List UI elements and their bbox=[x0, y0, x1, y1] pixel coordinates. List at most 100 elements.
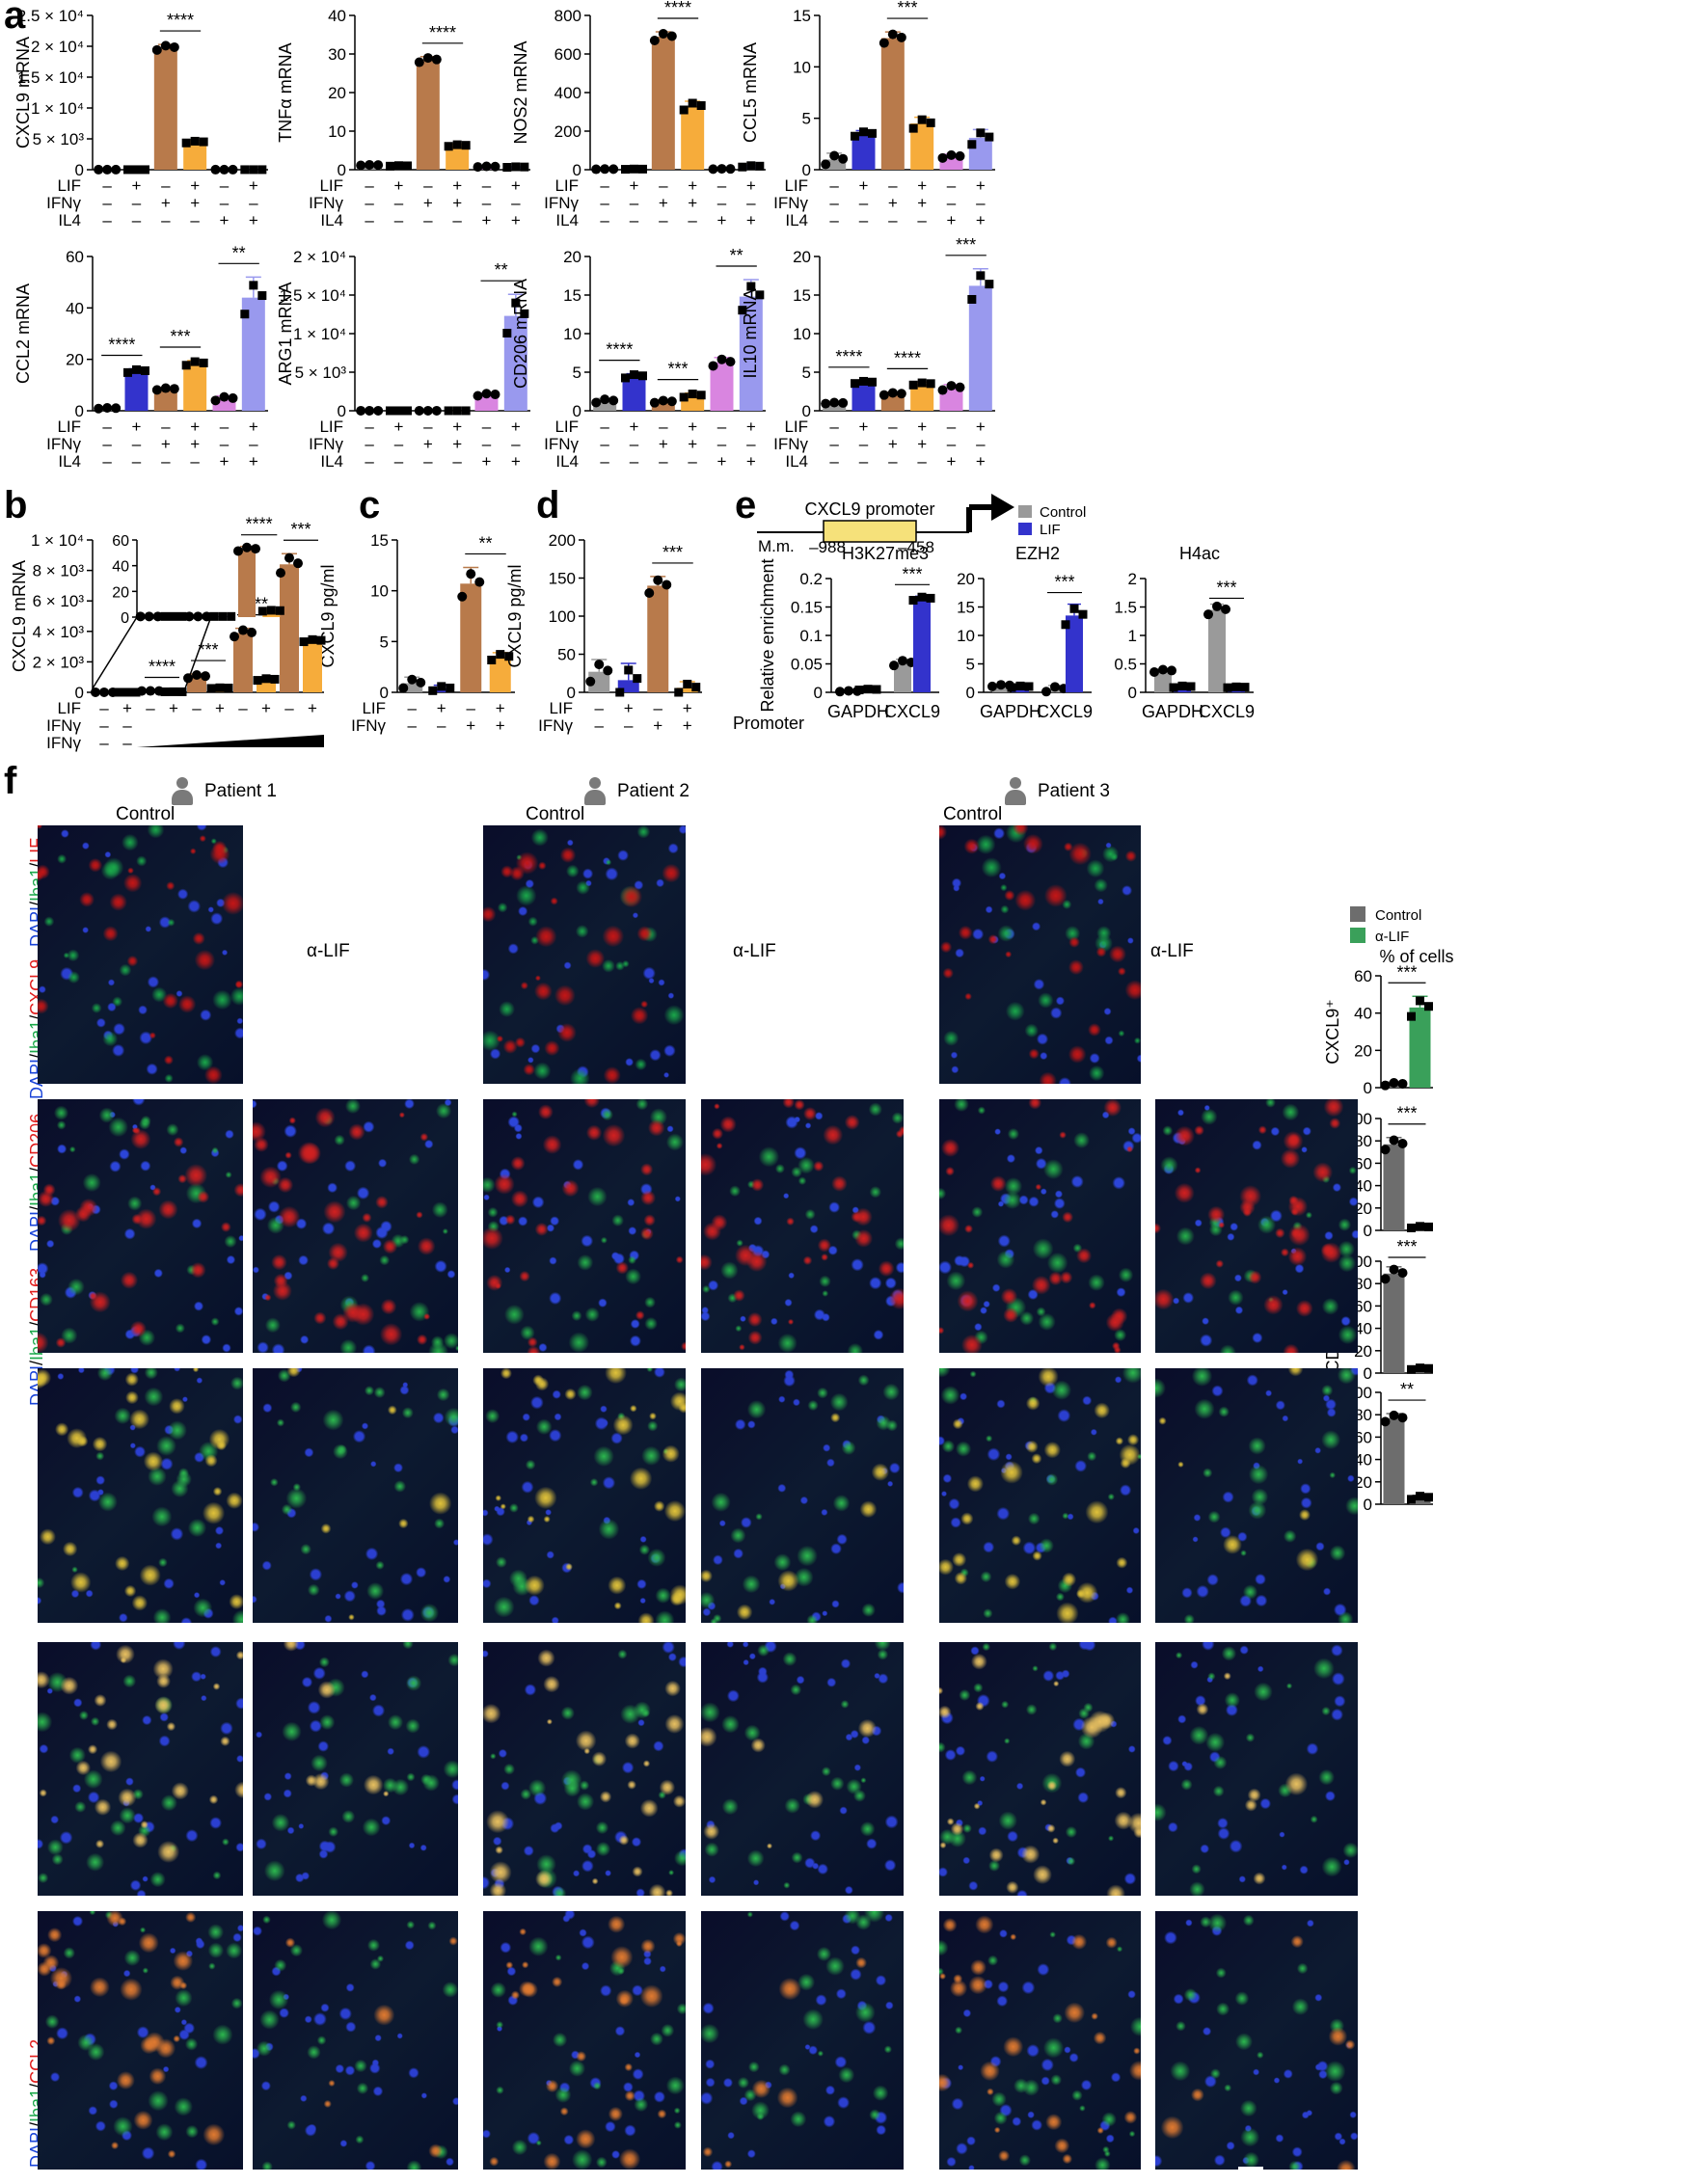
a7-point bbox=[708, 361, 718, 371]
a3-point bbox=[725, 164, 736, 175]
a3-point bbox=[591, 164, 602, 175]
a7-condition-sign: + bbox=[746, 452, 756, 471]
control-label-p2: Control bbox=[526, 804, 585, 824]
b-condition-sign: – bbox=[238, 699, 248, 717]
a7-sig-label: **** bbox=[606, 340, 633, 360]
a1-condition-sign: – bbox=[220, 194, 230, 212]
a7-sig-label: *** bbox=[667, 360, 688, 379]
a5-point bbox=[228, 392, 238, 403]
f2-bar bbox=[1383, 1144, 1405, 1230]
a7-condition-sign: – bbox=[659, 418, 668, 436]
a2-point bbox=[422, 53, 433, 64]
a4-point bbox=[868, 128, 877, 138]
a5-point bbox=[94, 403, 104, 414]
a8-y-tick-label: 5 bbox=[802, 364, 811, 382]
b-point bbox=[316, 635, 326, 645]
a2-condition-sign: + bbox=[511, 176, 521, 195]
a6-point bbox=[461, 406, 471, 416]
b-condition-sign: – bbox=[99, 699, 109, 717]
d-y-tick-label: 50 bbox=[557, 646, 576, 664]
a1-sig-label: **** bbox=[167, 11, 194, 30]
a2-condition-sign: + bbox=[394, 176, 404, 195]
f2-point bbox=[1416, 1222, 1424, 1231]
d-condition-sign: – bbox=[624, 716, 634, 735]
a3-condition-sign: + bbox=[717, 211, 727, 229]
a5-point bbox=[141, 365, 149, 375]
a5-sig-label: ** bbox=[232, 243, 246, 262]
e1-bar bbox=[913, 598, 931, 692]
e1-y-tick-label: 0.15 bbox=[791, 599, 823, 617]
e3-bar bbox=[1154, 670, 1172, 692]
a6-point bbox=[452, 406, 462, 416]
a2-condition-sign: – bbox=[423, 211, 433, 229]
a4-condition-sign: – bbox=[859, 211, 869, 229]
e3-point bbox=[1203, 609, 1213, 620]
b-point bbox=[293, 558, 303, 569]
f-legend-label: α-LIF bbox=[1375, 929, 1409, 945]
e2-y-tick-label: 0 bbox=[966, 684, 975, 702]
d-condition-sign: + bbox=[683, 699, 692, 717]
f1-y-label: CXCL9⁺ bbox=[1323, 999, 1342, 1065]
a3-point bbox=[638, 164, 647, 174]
a1-condition-sign: – bbox=[132, 194, 142, 212]
a4-y-tick-label: 0 bbox=[802, 161, 811, 179]
e2-category-label: CXCL9 bbox=[1037, 702, 1093, 721]
a7-point bbox=[746, 282, 756, 291]
a2-condition-sign: – bbox=[452, 211, 462, 229]
e2-point bbox=[1050, 682, 1060, 692]
a6-condition-sign: + bbox=[452, 418, 462, 436]
e2-sig-label: *** bbox=[1054, 573, 1074, 592]
a8-condition-sign: – bbox=[859, 452, 869, 471]
f3-y-tick-label: 80 bbox=[1354, 1275, 1372, 1293]
a3-condition-sign: + bbox=[688, 176, 697, 195]
c-point bbox=[474, 577, 485, 587]
b-point bbox=[146, 686, 155, 696]
a4-condition-label: LIF bbox=[784, 176, 808, 195]
a6-y-tick-label: 0 bbox=[338, 402, 346, 420]
b-point bbox=[270, 674, 280, 684]
a4-condition-sign: – bbox=[888, 211, 898, 229]
a2-condition-sign: – bbox=[394, 211, 404, 229]
a8-point bbox=[838, 397, 849, 408]
a8-point bbox=[976, 271, 986, 281]
b-point bbox=[91, 687, 100, 697]
c-point bbox=[437, 682, 446, 691]
micrograph-cd163-control-p2 bbox=[483, 1642, 686, 1896]
a3-condition-sign: + bbox=[659, 194, 668, 212]
a2-point bbox=[473, 162, 483, 173]
a6-y-tick-label: 2 × 10⁴ bbox=[293, 248, 346, 266]
f4-bar bbox=[1409, 1497, 1431, 1504]
person-icon bbox=[170, 777, 195, 806]
micrograph-cxcl9-control-p3 bbox=[939, 1099, 1141, 1353]
a2-point bbox=[520, 162, 529, 172]
a5-condition-sign: + bbox=[161, 435, 171, 453]
a4-point bbox=[829, 150, 840, 161]
a5-point bbox=[102, 403, 113, 414]
a7-point bbox=[738, 306, 747, 315]
a8-bar bbox=[968, 285, 992, 411]
e1-point bbox=[889, 661, 899, 671]
a8-point bbox=[868, 377, 877, 387]
a7-condition-sign: – bbox=[630, 452, 639, 471]
b-condition-label: IFNγ bbox=[46, 716, 81, 735]
b-point bbox=[238, 625, 248, 635]
micrograph-cd206-control-p1 bbox=[38, 1368, 243, 1623]
a1-condition-sign: + bbox=[161, 194, 171, 212]
a4-point bbox=[967, 140, 977, 149]
e1-point bbox=[872, 685, 881, 694]
a7-point bbox=[638, 371, 647, 381]
f1-point bbox=[1407, 1011, 1416, 1021]
a5-y-tick-label: 40 bbox=[66, 299, 84, 317]
a2-condition-sign: – bbox=[394, 194, 404, 212]
a2-condition-sign: – bbox=[482, 194, 492, 212]
a5-bar bbox=[153, 389, 177, 411]
b-inset-point bbox=[160, 611, 170, 621]
a3-condition-sign: + bbox=[688, 194, 697, 212]
e2-title: EZH2 bbox=[1015, 544, 1060, 563]
a7-bar bbox=[739, 296, 763, 411]
a3-point bbox=[608, 164, 619, 175]
e3-point bbox=[1177, 681, 1187, 690]
f2-y-tick-label: 60 bbox=[1354, 1154, 1372, 1173]
a5-condition-sign: + bbox=[190, 418, 200, 436]
e3-point bbox=[1231, 682, 1241, 691]
